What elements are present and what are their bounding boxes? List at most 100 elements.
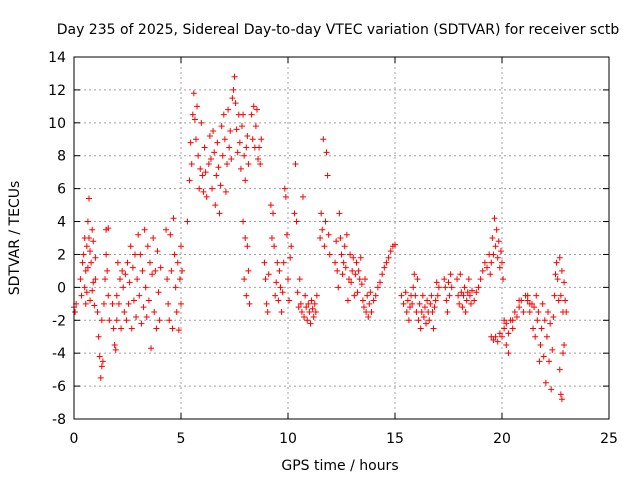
data-point [403,309,410,316]
data-point [555,297,562,304]
data-point [501,317,508,324]
data-point [360,304,367,311]
data-point [298,309,305,316]
y-tick-label: 0 [57,280,66,296]
data-point [497,248,504,255]
data-point [166,317,173,324]
data-point [234,149,241,156]
data-point [562,297,569,304]
data-point [198,119,205,126]
data-point [294,289,301,296]
data-point [122,271,129,278]
data-point [345,276,352,283]
data-point [221,136,228,143]
data-point [134,276,141,283]
data-point [109,300,116,307]
data-point [246,300,253,307]
data-point [534,317,541,324]
data-point [258,136,265,143]
data-point [500,276,507,283]
data-point [125,300,132,307]
data-point [406,304,413,311]
data-point [170,215,177,222]
data-point [445,279,452,286]
data-point [270,210,277,217]
data-point [282,193,289,200]
data-point [211,149,218,156]
data-point [469,287,476,294]
data-point [499,333,505,340]
data-point [558,267,565,274]
data-point [559,350,566,357]
data-point [151,309,158,316]
data-point [352,271,359,278]
data-point [227,128,234,135]
data-point [120,284,127,291]
data-point [232,100,239,107]
data-point [291,210,298,217]
data-point [153,325,160,332]
data-point [553,259,560,266]
data-point [542,379,549,386]
data-point [533,292,540,299]
data-point [173,309,180,316]
data-point [144,243,151,250]
data-point [186,177,193,184]
data-point [81,284,88,291]
data-point [175,327,182,334]
data-point [458,289,465,296]
data-point [496,330,503,337]
data-point [456,300,463,307]
data-point [494,254,501,261]
data-point [194,103,201,110]
data-point [377,279,384,286]
data-point [224,160,231,167]
data-point [199,172,206,179]
data-point [479,267,486,274]
data-point [509,317,516,324]
data-point [203,193,210,200]
data-point [94,309,101,316]
data-point [179,267,186,274]
data-point [106,317,113,324]
y-tick-label: -2 [52,313,66,329]
data-point [285,276,291,283]
data-point [531,304,538,311]
data-point [465,276,472,283]
data-point [503,341,510,348]
data-point [306,309,313,316]
data-point [92,254,99,261]
data-point [164,276,171,283]
data-point [423,320,430,327]
data-point [489,235,496,241]
data-point [295,304,302,311]
data-point [343,231,350,238]
data-point [516,297,523,304]
data-point [142,284,149,291]
data-point [336,210,343,217]
data-point [90,279,97,286]
data-point [244,132,251,139]
data-point [359,297,366,304]
data-point [473,289,480,296]
data-point [174,259,181,266]
data-point [490,251,497,258]
data-point [381,264,388,271]
data-point [105,292,112,299]
data-point [156,317,163,324]
data-point [368,309,375,316]
data-point [318,210,325,217]
data-point [138,320,145,327]
data-point [214,139,221,146]
y-tick-label: 4 [57,215,66,231]
data-point [205,160,212,167]
data-point [301,313,308,320]
data-point [126,279,133,286]
data-point [240,111,247,118]
data-point [537,341,544,348]
data-point [415,317,422,324]
data-point [210,128,217,135]
data-point [493,226,500,233]
data-point [550,313,557,320]
data-point [220,111,227,118]
